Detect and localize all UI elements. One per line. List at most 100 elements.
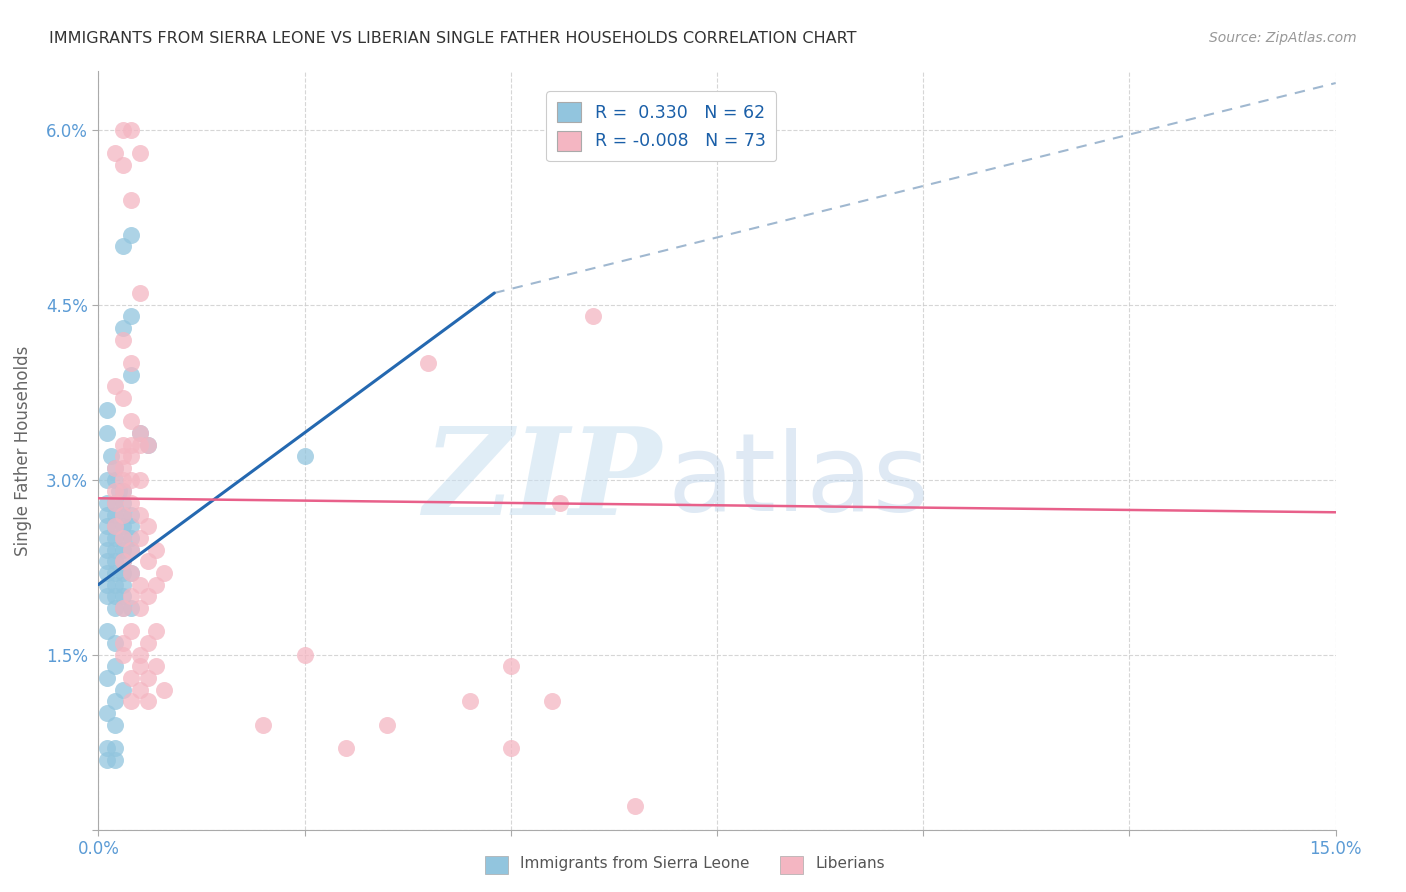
Point (112, 496, 135, 510)
Point (108, 484, 131, 499)
Point (104, 496, 127, 510)
Point (499, 740, 522, 755)
Point (120, 437, 142, 451)
Point (112, 682, 135, 697)
Text: IMMIGRANTS FROM SIERRA LEONE VS LIBERIAN SINGLE FATHER HOUSEHOLDS CORRELATION CH: IMMIGRANTS FROM SIERRA LEONE VS LIBERIAN… (49, 31, 856, 46)
Point (112, 577, 135, 591)
Point (104, 566, 127, 580)
Legend: R =  0.330   N = 62, R = -0.008   N = 73: R = 0.330 N = 62, R = -0.008 N = 73 (547, 91, 776, 161)
Point (335, 740, 357, 755)
Point (104, 379, 127, 393)
Point (104, 519, 127, 533)
Point (112, 531, 135, 545)
Point (96, 542, 118, 557)
Point (145, 577, 167, 591)
Point (128, 285, 150, 300)
Point (136, 671, 159, 685)
Point (418, 356, 440, 370)
Point (112, 437, 135, 451)
Point (136, 636, 159, 650)
Point (112, 601, 135, 615)
Point (145, 542, 167, 557)
Point (104, 542, 127, 557)
Point (112, 508, 135, 522)
Y-axis label: Single Father Households: Single Father Households (14, 345, 32, 556)
Point (120, 310, 142, 324)
Point (120, 566, 142, 580)
Point (112, 158, 135, 172)
Point (136, 554, 159, 568)
Point (104, 461, 127, 475)
Point (128, 531, 150, 545)
Point (582, 310, 605, 324)
Point (128, 508, 150, 522)
Point (128, 682, 150, 697)
Point (120, 671, 142, 685)
Point (120, 601, 142, 615)
Point (104, 601, 127, 615)
Point (120, 519, 142, 533)
Point (112, 554, 135, 568)
Point (100, 450, 122, 464)
Point (112, 542, 135, 557)
Point (104, 473, 127, 487)
Text: atlas: atlas (668, 428, 929, 533)
Point (96, 508, 118, 522)
Point (541, 694, 564, 708)
Point (96, 473, 118, 487)
Point (96, 554, 118, 568)
Point (550, 496, 572, 510)
Point (96, 624, 118, 639)
Point (252, 717, 274, 731)
Point (375, 717, 398, 731)
Text: Immigrants from Sierra Leone: Immigrants from Sierra Leone (520, 856, 749, 871)
Point (96, 577, 118, 591)
Point (128, 473, 150, 487)
Point (120, 566, 142, 580)
Point (112, 484, 135, 499)
Point (96, 496, 118, 510)
Point (96, 589, 118, 603)
Point (112, 484, 135, 499)
Point (96, 671, 118, 685)
Point (120, 694, 142, 708)
Point (96, 753, 118, 767)
Point (104, 659, 127, 673)
Point (294, 450, 316, 464)
Point (120, 227, 142, 242)
Point (128, 577, 150, 591)
Point (112, 321, 135, 335)
Point (112, 391, 135, 405)
Point (112, 239, 135, 253)
Point (104, 577, 127, 591)
Point (120, 624, 142, 639)
Point (120, 193, 142, 207)
Point (120, 356, 142, 370)
Point (120, 542, 142, 557)
Text: ZIP: ZIP (423, 422, 661, 540)
Point (120, 496, 142, 510)
Point (104, 146, 127, 161)
Point (112, 648, 135, 662)
Point (128, 437, 150, 451)
Point (112, 601, 135, 615)
Point (136, 437, 159, 451)
Point (458, 694, 481, 708)
Point (128, 659, 150, 673)
Point (104, 694, 127, 708)
Point (128, 601, 150, 615)
Point (112, 473, 135, 487)
Point (623, 799, 645, 814)
Point (104, 740, 127, 755)
Point (120, 589, 142, 603)
Point (128, 425, 150, 440)
Point (104, 717, 127, 731)
Point (104, 484, 127, 499)
Point (136, 694, 159, 708)
Point (120, 368, 142, 382)
Point (145, 624, 167, 639)
Point (104, 636, 127, 650)
Point (128, 146, 150, 161)
Point (104, 496, 127, 510)
Point (120, 508, 142, 522)
